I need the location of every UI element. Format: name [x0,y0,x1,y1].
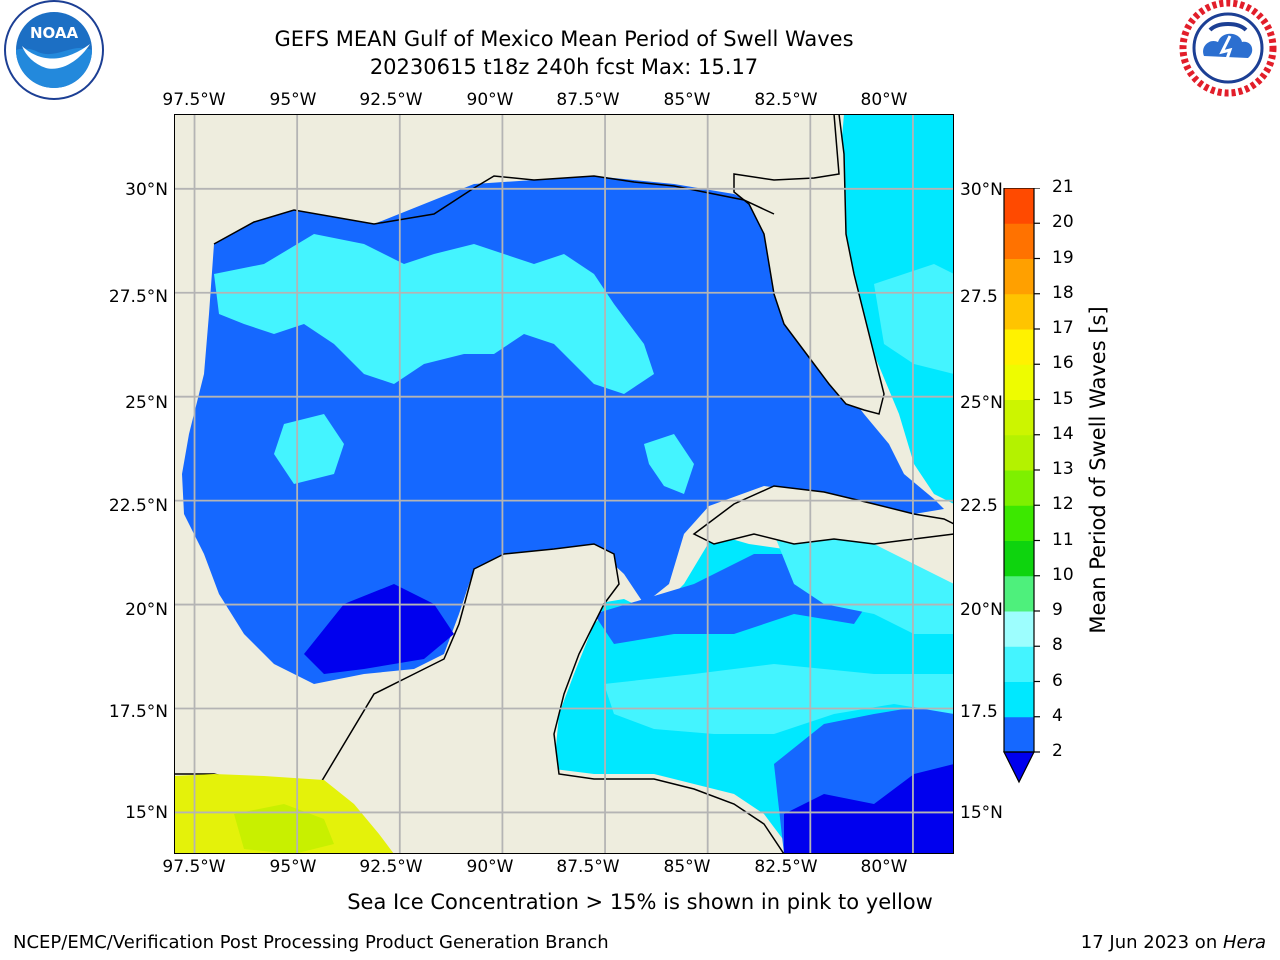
lat-tick-right-2: 25°N [960,393,1003,413]
lon-tick-top-1: 95°W [269,90,317,110]
lat-tick-right-6: 15°N [960,803,1003,823]
footer-date-text: 17 Jun 2023 on [1080,932,1223,953]
lon-tick-top-7: 80°W [860,90,908,110]
lon-tick-top-2: 92.5°W [359,90,423,110]
colorbar-tick-label: 19 [1052,247,1074,268]
colorbar-segment [1004,258,1034,295]
footer-host: Hera [1222,932,1266,953]
colorbar-tick-label: 21 [1052,177,1074,197]
sea-ice-note: Sea Ice Concentration > 15% is shown in … [347,890,933,914]
lat-tick-left-6: 15°N [125,803,168,823]
lon-tick-bottom-0: 97.5°W [162,857,226,877]
lon-tick-bottom-2: 92.5°W [359,857,423,877]
lat-tick-right-1: 27.5 [960,287,998,307]
noaa-logo-text: NOAA [30,24,79,42]
noaa-logo: NOAA [4,0,104,100]
colorbar-tick-label: 4 [1052,705,1063,726]
colorbar-segment [1004,716,1034,753]
lon-tick-bottom-1: 95°W [269,857,317,877]
lon-tick-bottom-4: 87.5°W [556,857,620,877]
colorbar-segment [1004,364,1034,400]
colorbar-tick-label: 17 [1052,318,1074,338]
colorbar-tick-label: 14 [1052,423,1074,444]
colorbar-segment [1004,188,1034,224]
lat-tick-right-3: 22.5 [960,496,998,516]
colorbar-segment [1004,505,1034,541]
graticule [174,114,954,854]
colorbar-segment [1004,470,1034,506]
caribbean-deep-patch [784,764,954,854]
lon-tick-top-0: 97.5°W [162,90,226,110]
colorbar-segment [1004,434,1034,471]
colorbar-label: Mean Period of Swell Waves [s] [1086,306,1110,634]
lat-tick-left-5: 17.5°N [108,702,168,722]
footer-date: 17 Jun 2023 on Hera [1081,932,1266,953]
colorbar-segment [1004,399,1034,436]
lon-tick-bottom-7: 80°W [860,857,908,877]
chart-title: GEFS MEAN Gulf of Mexico Mean Period of … [274,27,854,51]
colorbar-tick-label: 15 [1052,388,1074,409]
colorbar-tick-label: 11 [1052,529,1074,550]
lon-tick-bottom-3: 90°W [466,857,514,877]
colorbar-segment [1004,540,1034,577]
colorbar [1003,188,1040,784]
lat-tick-left-4: 20°N [125,600,168,620]
yucatan-land [174,543,785,854]
colorbar-tick-label: 10 [1052,564,1074,585]
lon-tick-top-4: 87.5°W [556,90,620,110]
colorbar-tick-label: 9 [1052,600,1063,620]
lat-tick-right-0: 30°N [960,180,1003,200]
nws-logo [1179,0,1277,97]
colorbar-tick-label: 6 [1052,670,1063,691]
lat-tick-right-4: 20°N [960,600,1003,620]
colorbar-segment [1004,293,1034,330]
chart-subtitle: 20230615 t18z 240h fcst Max: 15.17 [369,55,759,79]
colorbar-extend-triangle [1003,751,1035,784]
lon-tick-bottom-5: 85°W [663,857,711,877]
gulf-deep-patch [304,584,454,674]
colorbar-tick-label: 20 [1052,212,1074,233]
lon-tick-top-3: 90°W [466,90,514,110]
colorbar-segment [1004,575,1034,612]
lon-tick-top-5: 85°W [663,90,711,110]
lat-tick-left-1: 27.5°N [108,287,168,307]
cyan-patches [214,234,954,734]
colorbar-segment [1004,329,1034,365]
lat-tick-left-2: 25°N [125,393,168,413]
colorbar-tick-label: 18 [1052,282,1074,303]
colorbar-segment [1004,611,1034,647]
colorbar-tick-label: 2 [1052,741,1063,761]
footer-branch: NCEP/EMC/Verification Post Processing Pr… [13,932,609,953]
lat-tick-left-0: 30°N [125,180,168,200]
lon-tick-bottom-6: 82.5°W [754,857,818,877]
colorbar-segment [1004,223,1034,259]
colorbar-segment [1004,646,1034,682]
colorbar-tick-label: 8 [1052,635,1063,656]
lat-tick-left-3: 22.5°N [108,496,168,516]
colorbar-segment [1004,681,1034,718]
colorbar-tick-label: 12 [1052,494,1074,515]
lat-tick-right-5: 17.5 [960,702,998,722]
lon-tick-top-6: 82.5°W [754,90,818,110]
colorbar-tick-label: 16 [1052,353,1074,374]
colorbar-tick-label: 13 [1052,459,1074,479]
colorbar-tick-labels: 2 4 6 8 9 10 11 12 13 14 15 16 17 18 19 20 21 [1052,177,1112,788]
swell-period-map [174,114,954,854]
